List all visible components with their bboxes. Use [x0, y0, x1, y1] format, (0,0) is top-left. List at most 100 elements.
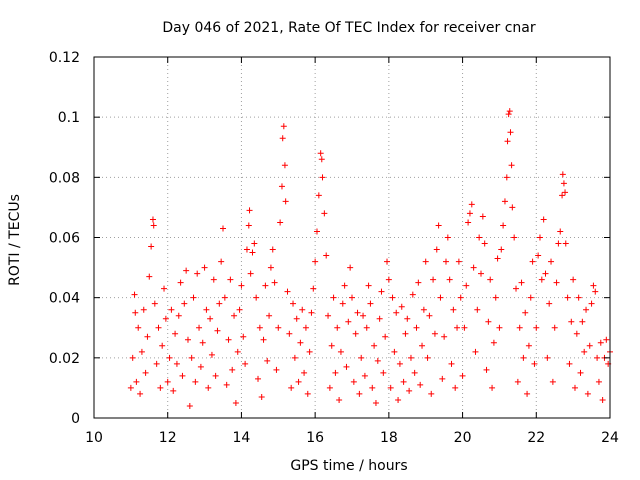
data-point — [133, 378, 140, 385]
x-tick-label: 10 — [85, 430, 103, 446]
data-point — [330, 294, 337, 301]
data-point — [131, 291, 138, 298]
data-point — [511, 234, 518, 241]
y-tick-label: 0 — [71, 411, 80, 427]
data-point — [279, 135, 286, 142]
data-point — [431, 330, 438, 337]
data-point — [291, 354, 298, 361]
data-point — [468, 201, 475, 208]
data-point — [428, 390, 435, 397]
data-point — [506, 108, 513, 115]
data-point — [186, 402, 193, 409]
data-point — [524, 390, 531, 397]
data-point — [149, 216, 156, 223]
data-point — [435, 222, 442, 229]
data-point — [345, 318, 352, 325]
data-point — [540, 216, 547, 223]
x-tick-label: 12 — [159, 430, 177, 446]
data-point — [470, 264, 477, 271]
data-point — [586, 342, 593, 349]
data-point — [332, 369, 339, 376]
data-point — [494, 255, 501, 262]
data-point — [306, 348, 313, 355]
data-point — [571, 384, 578, 391]
data-point — [487, 276, 494, 283]
data-point — [533, 324, 540, 331]
data-point — [590, 282, 597, 289]
data-point — [481, 240, 488, 247]
data-point — [197, 363, 204, 370]
data-point — [336, 396, 343, 403]
data-point — [498, 246, 505, 253]
data-point — [417, 381, 424, 388]
data-point — [579, 318, 586, 325]
data-point — [181, 300, 188, 307]
data-point — [549, 378, 556, 385]
data-point — [363, 324, 370, 331]
data-point — [192, 378, 199, 385]
data-point — [245, 222, 252, 229]
data-point — [527, 294, 534, 301]
data-point — [258, 393, 265, 400]
data-point — [500, 222, 507, 229]
data-point — [455, 258, 462, 265]
data-point — [597, 339, 604, 346]
data-point — [275, 324, 282, 331]
data-point — [378, 288, 385, 295]
data-point — [137, 390, 144, 397]
data-point — [166, 354, 173, 361]
data-point — [553, 279, 560, 286]
data-point — [474, 306, 481, 313]
data-point — [583, 306, 590, 313]
data-point — [538, 276, 545, 283]
data-point — [179, 372, 186, 379]
y-tick-label: 0.04 — [49, 291, 80, 307]
data-point — [485, 318, 492, 325]
data-point — [251, 240, 258, 247]
data-point — [369, 384, 376, 391]
data-point — [312, 258, 319, 265]
data-point — [313, 228, 320, 235]
x-axis-label: GPS time / hours — [290, 458, 407, 474]
data-point — [350, 378, 357, 385]
data-point — [531, 360, 538, 367]
data-point — [210, 276, 217, 283]
data-point — [146, 273, 153, 280]
data-point — [420, 306, 427, 313]
data-point — [479, 213, 486, 220]
data-point — [389, 294, 396, 301]
data-point — [433, 246, 440, 253]
data-point — [496, 324, 503, 331]
data-point — [205, 384, 212, 391]
data-point — [266, 312, 273, 319]
data-point — [562, 240, 569, 247]
data-point — [304, 390, 311, 397]
data-point — [142, 369, 149, 376]
data-point — [310, 285, 317, 292]
data-point — [546, 300, 553, 307]
data-point — [396, 360, 403, 367]
data-point — [293, 315, 300, 322]
data-point — [514, 378, 521, 385]
data-point — [476, 234, 483, 241]
data-point — [594, 354, 601, 361]
data-point — [249, 249, 256, 256]
data-point — [317, 150, 324, 157]
data-point — [581, 348, 588, 355]
data-point — [177, 279, 184, 286]
data-point — [234, 348, 241, 355]
data-point — [439, 375, 446, 382]
data-point — [256, 324, 263, 331]
data-point — [584, 390, 591, 397]
data-point — [273, 366, 280, 373]
data-point — [395, 396, 402, 403]
data-point — [144, 333, 151, 340]
data-point — [240, 333, 247, 340]
data-point — [374, 357, 381, 364]
data-point — [555, 240, 562, 247]
data-point — [367, 300, 374, 307]
data-point — [384, 258, 391, 265]
data-point — [444, 234, 451, 241]
data-point — [492, 294, 499, 301]
data-point — [441, 333, 448, 340]
